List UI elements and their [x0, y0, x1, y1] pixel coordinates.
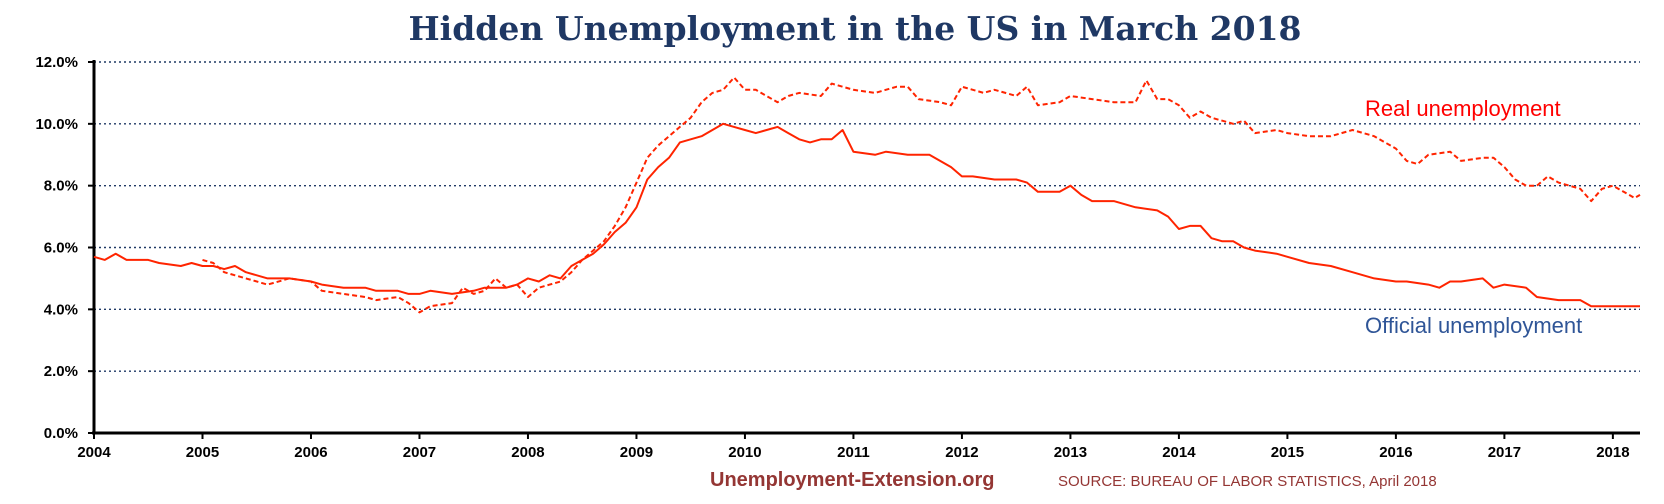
x-tick-label: 2005	[186, 444, 219, 461]
real-unemployment-line	[202, 76, 1641, 314]
x-tick-label: 2015	[1271, 444, 1304, 461]
source-credit: SOURCE: BUREAU OF LABOR STATISTICS, Apri…	[1058, 473, 1437, 490]
y-tick-label: 6.0%	[44, 240, 78, 257]
y-tick-label: 0.0%	[44, 425, 78, 442]
x-tick-label: 2014	[1162, 444, 1196, 461]
x-tick-label: 2017	[1488, 444, 1521, 461]
real-unemployment-label: Real unemployment	[1365, 96, 1561, 121]
official-unemployment-line	[93, 122, 1640, 308]
site-credit: Unemployment-Extension.org	[710, 469, 994, 491]
x-tick-label: 2004	[77, 444, 111, 461]
x-tick-label: 2012	[945, 444, 978, 461]
x-tick-label: 2010	[728, 444, 761, 461]
y-tick-label: 4.0%	[44, 301, 78, 318]
x-tick-label: 2011	[837, 444, 870, 461]
series-lines	[93, 76, 1641, 314]
x-tick-label: 2016	[1379, 444, 1412, 461]
x-tick-label: 2006	[294, 444, 327, 461]
y-tick-label: 12.0%	[35, 54, 78, 71]
y-tick-label: 10.0%	[35, 116, 78, 133]
y-axis-ticks: 0.0% 2.0% 4.0% 6.0% 8.0% 10.0% 12.0%	[35, 54, 94, 442]
x-tick-label: 2018	[1596, 444, 1629, 461]
x-axis-ticks: 2004 2005 2006 2007 2008 2009 2010 2011 2012 2013…	[77, 433, 1630, 461]
y-tick-label: 8.0%	[44, 178, 78, 195]
chart-title: Hidden Unemployment in the US in March 2…	[408, 9, 1301, 48]
official-unemployment-label: Official unemployment	[1365, 313, 1582, 338]
x-tick-label: 2008	[511, 444, 544, 461]
x-tick-label: 2009	[620, 444, 653, 461]
x-tick-label: 2013	[1054, 444, 1087, 461]
y-tick-label: 2.0%	[44, 363, 78, 380]
x-tick-label: 2007	[403, 444, 436, 461]
